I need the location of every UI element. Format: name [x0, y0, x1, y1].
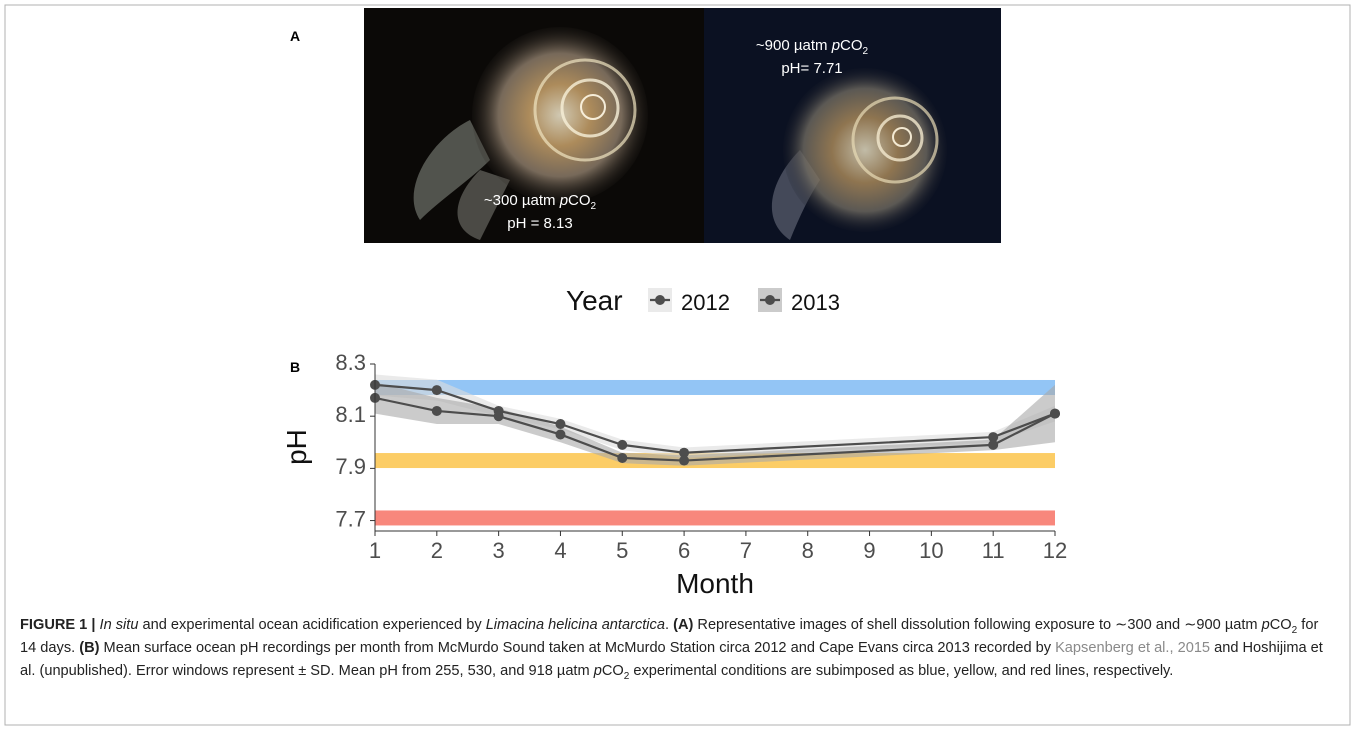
data-point [555, 429, 566, 440]
caption-run: and Hoshijima et al. (unpublished). Erro… [20, 640, 1323, 680]
data-point [493, 411, 504, 422]
y-tick-label: 8.1 [335, 402, 366, 427]
caption-run: and experimental ocean acidification exp… [138, 617, 486, 633]
label-part: 2 [591, 201, 597, 212]
x-axis-title: Month [676, 568, 754, 599]
x-tick-label: 7 [740, 538, 752, 563]
y-tick-label: 8.3 [335, 350, 366, 375]
label-part: ~900 µatm [756, 37, 832, 54]
series-line [374, 383, 1056, 454]
panel-label: B [290, 359, 300, 375]
data-point [617, 439, 628, 450]
x-tick-label: 12 [1043, 538, 1067, 563]
x-tick-label: 4 [554, 538, 566, 563]
caption-run: experimental conditions are subimposed a… [629, 663, 1174, 680]
data-point [679, 455, 690, 466]
caption-run: (B) [79, 640, 100, 657]
data-point [431, 385, 442, 396]
legend-label: 2013 [791, 290, 840, 315]
label-part: 2 [863, 46, 869, 57]
caption: FIGURE 1 | In situ and experimental ocea… [20, 614, 1338, 684]
reference-line [375, 379, 1055, 395]
photo-label: ~300 µatm pCO2 [484, 192, 597, 212]
x-tick-label: 2 [431, 538, 443, 563]
data-point [617, 452, 628, 463]
series-line [374, 396, 1056, 462]
data-point [988, 439, 999, 450]
legend-label: 2012 [681, 290, 730, 315]
caption-run: CO [1269, 617, 1292, 633]
caption-run: Limacina helicina antarctica [485, 617, 665, 633]
x-tick-label: 11 [982, 538, 1005, 563]
x-tick-label: 9 [863, 538, 875, 563]
data-point [1050, 408, 1060, 419]
label-part: p [559, 192, 568, 209]
caption-run: p [593, 663, 602, 680]
x-tick-label: 5 [616, 538, 628, 563]
caption-run: In situ [99, 617, 139, 633]
caption-run: for 14 days. [20, 617, 1319, 657]
caption-run: CO [601, 663, 624, 680]
label-part: p [831, 37, 840, 54]
panel-label: A [290, 28, 300, 44]
y-tick-label: 7.7 [335, 506, 366, 531]
caption-run: (A) [673, 617, 694, 633]
data-point [555, 419, 566, 430]
x-tick-label: 6 [678, 538, 690, 563]
legend-key-point [765, 295, 775, 305]
data-point [988, 432, 999, 443]
x-tick-label: 8 [802, 538, 814, 563]
x-tick-label: 1 [369, 538, 381, 563]
caption-run: 2 [1291, 624, 1298, 636]
photo [364, 8, 1001, 243]
caption-run: 2 [623, 671, 630, 683]
photo-label: ~900 µatm pCO2 [756, 37, 869, 57]
reference-line [375, 510, 1055, 526]
x-tick-label: 10 [919, 538, 943, 563]
caption-run: Mean surface ocean pH recordings per mon… [99, 640, 1056, 657]
caption-run: FIGURE 1 | [20, 617, 96, 633]
photo-label: pH = 8.13 [507, 215, 572, 232]
x-tick-label: 3 [493, 538, 505, 563]
label-part: CO [840, 37, 863, 54]
y-axis-title: pH [281, 429, 312, 465]
legend-key-point [655, 295, 665, 305]
plot: 7.77.98.18.31 2 3 4 5 6 7 8 9 10 11 12 [335, 350, 1067, 563]
error-ribbon [375, 382, 1055, 466]
figure-frame [4, 4, 1351, 726]
data-point [679, 447, 690, 458]
photo-label: pH= 7.71 [781, 60, 842, 77]
caption-run: p [1261, 617, 1270, 633]
legend-title: Year [566, 285, 623, 316]
caption-run: . [664, 617, 674, 633]
reference-link[interactable]: Kapsenberg et al., 2015 [1055, 640, 1211, 657]
caption-run: Representative images of shell dissoluti… [693, 617, 1262, 633]
label-part: CO [568, 192, 591, 209]
data-point [431, 405, 442, 416]
label-part: ~300 µatm [484, 192, 560, 209]
y-tick-label: 7.9 [335, 454, 366, 479]
